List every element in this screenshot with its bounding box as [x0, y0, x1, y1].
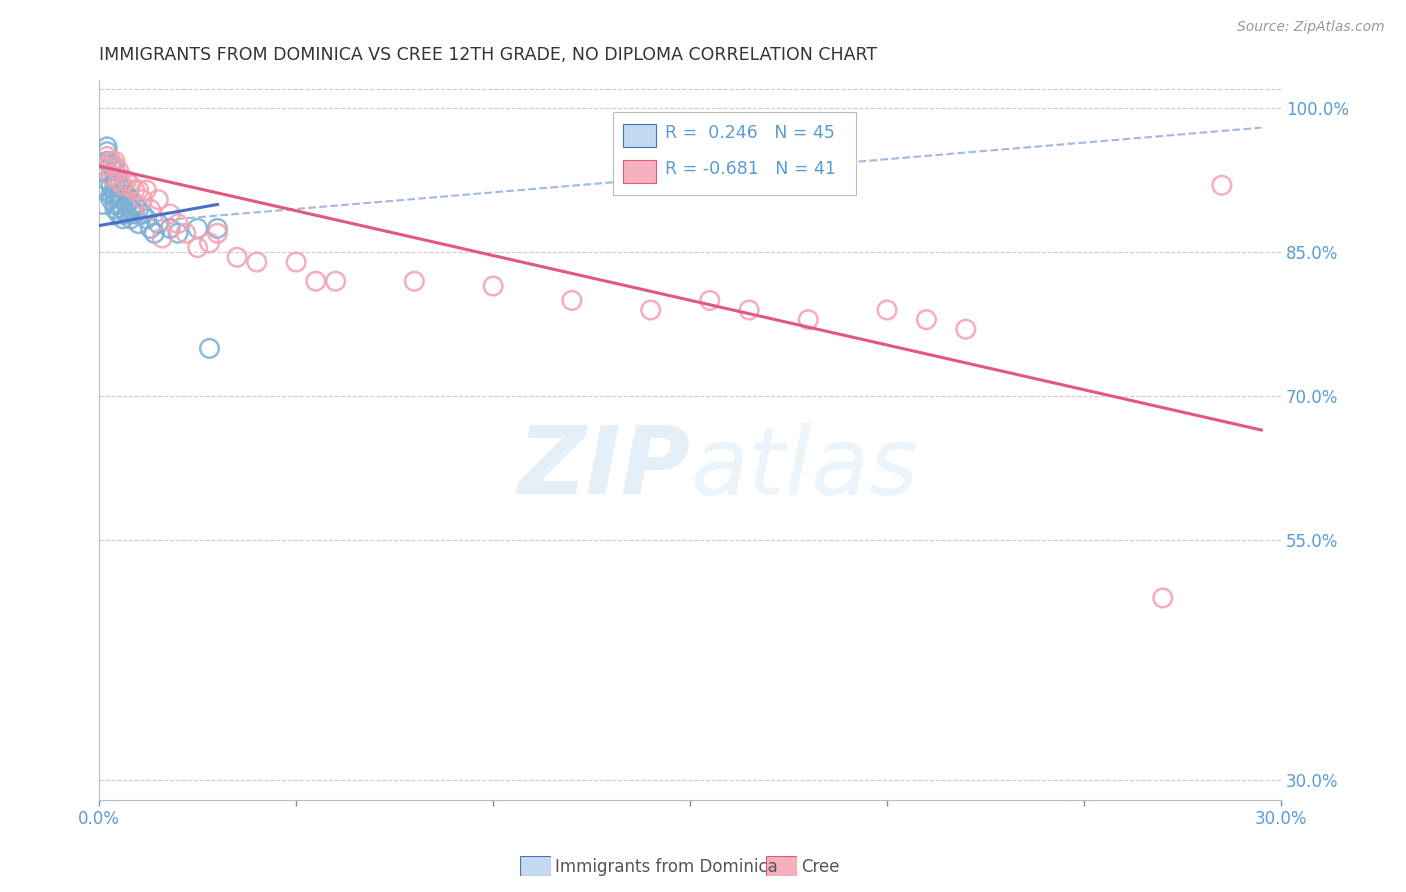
- Point: [198, 235, 221, 250]
- Point: [143, 226, 166, 240]
- Point: [150, 231, 173, 245]
- Text: R = -0.681   N = 41: R = -0.681 N = 41: [665, 160, 837, 178]
- Point: [104, 164, 127, 178]
- Text: atlas: atlas: [690, 423, 918, 514]
- Point: [139, 221, 162, 235]
- Point: [207, 226, 229, 240]
- Point: [207, 221, 229, 235]
- Point: [120, 211, 142, 226]
- Point: [104, 202, 127, 217]
- FancyBboxPatch shape: [623, 160, 655, 183]
- Point: [115, 187, 138, 202]
- Point: [1211, 178, 1233, 193]
- Point: [640, 303, 662, 318]
- Point: [404, 274, 426, 288]
- Point: [91, 197, 114, 211]
- Point: [115, 197, 138, 211]
- Point: [174, 226, 197, 240]
- Point: [135, 183, 157, 197]
- Point: [915, 312, 938, 326]
- Point: [91, 183, 114, 197]
- Point: [108, 173, 131, 187]
- FancyBboxPatch shape: [623, 124, 655, 146]
- Point: [135, 211, 157, 226]
- Point: [128, 183, 150, 197]
- Point: [124, 197, 146, 211]
- Point: [96, 154, 118, 169]
- Point: [111, 211, 134, 226]
- Point: [100, 178, 122, 193]
- Point: [100, 159, 122, 173]
- Point: [120, 178, 142, 193]
- Point: [91, 159, 114, 173]
- Point: [167, 217, 190, 231]
- Point: [111, 202, 134, 217]
- Point: [100, 187, 122, 202]
- Point: [482, 279, 505, 293]
- Point: [167, 226, 190, 240]
- Point: [285, 255, 308, 269]
- Point: [96, 173, 118, 187]
- Point: [128, 202, 150, 217]
- Point: [111, 178, 134, 193]
- Point: [108, 164, 131, 178]
- Text: IMMIGRANTS FROM DOMINICA VS CREE 12TH GRADE, NO DIPLOMA CORRELATION CHART: IMMIGRANTS FROM DOMINICA VS CREE 12TH GR…: [100, 46, 877, 64]
- Point: [797, 312, 820, 326]
- Text: Cree: Cree: [801, 858, 839, 876]
- Point: [104, 197, 127, 211]
- Point: [100, 169, 122, 183]
- Point: [108, 197, 131, 211]
- Point: [131, 207, 153, 221]
- Point: [561, 293, 583, 308]
- Point: [1152, 591, 1174, 605]
- Point: [104, 187, 127, 202]
- Point: [325, 274, 347, 288]
- Point: [96, 140, 118, 154]
- Point: [108, 207, 131, 221]
- Point: [100, 169, 122, 183]
- Point: [111, 183, 134, 197]
- Text: R =  0.246   N = 45: R = 0.246 N = 45: [665, 124, 835, 142]
- Point: [128, 217, 150, 231]
- Point: [159, 207, 181, 221]
- Point: [187, 241, 209, 255]
- Point: [124, 207, 146, 221]
- Point: [115, 173, 138, 187]
- Point: [876, 303, 898, 318]
- Point: [159, 221, 181, 235]
- Point: [100, 193, 122, 207]
- Point: [187, 221, 209, 235]
- Text: Immigrants from Dominica: Immigrants from Dominica: [555, 858, 778, 876]
- Point: [699, 293, 721, 308]
- Point: [226, 250, 249, 264]
- Point: [131, 193, 153, 207]
- Point: [91, 164, 114, 178]
- Point: [96, 145, 118, 159]
- Point: [96, 149, 118, 163]
- Point: [104, 159, 127, 173]
- Point: [148, 193, 170, 207]
- Point: [111, 193, 134, 207]
- Point: [120, 202, 142, 217]
- Point: [124, 183, 146, 197]
- Point: [104, 154, 127, 169]
- Point: [104, 178, 127, 193]
- Point: [100, 154, 122, 169]
- Point: [305, 274, 328, 288]
- Point: [246, 255, 269, 269]
- Point: [198, 342, 221, 356]
- Point: [115, 207, 138, 221]
- Point: [139, 202, 162, 217]
- Point: [148, 217, 170, 231]
- FancyBboxPatch shape: [613, 112, 855, 194]
- Point: [108, 178, 131, 193]
- Text: Source: ZipAtlas.com: Source: ZipAtlas.com: [1237, 20, 1385, 34]
- Point: [738, 303, 761, 318]
- Point: [955, 322, 977, 336]
- Point: [108, 187, 131, 202]
- Point: [120, 193, 142, 207]
- Text: ZIP: ZIP: [517, 423, 690, 515]
